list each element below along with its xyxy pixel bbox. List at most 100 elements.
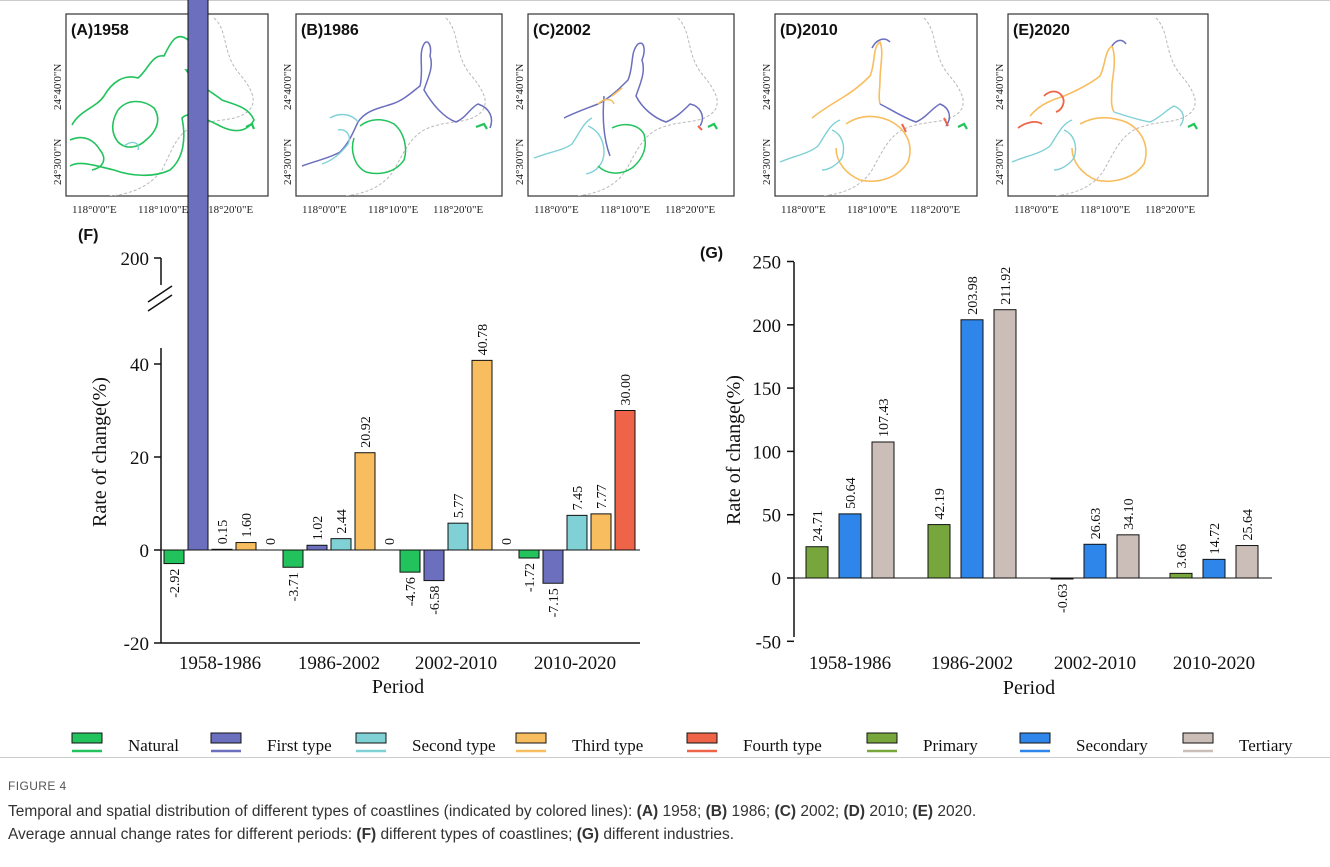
data-label: 0 bbox=[383, 538, 398, 545]
chart-f: (F) -2.92-3.71-4.76-1.72170.591.02-6.58-… bbox=[78, 0, 640, 698]
lon-label: 118°10'0"E bbox=[1080, 204, 1130, 216]
coast-third bbox=[597, 87, 623, 105]
y-tick-label: 200 bbox=[753, 316, 782, 337]
coast-first bbox=[301, 41, 493, 167]
data-label: 2.44 bbox=[335, 509, 350, 534]
bar bbox=[871, 441, 895, 579]
bar bbox=[1202, 558, 1226, 579]
chart-g-data-labels: 24.71 42.19 -0.63 3.66 50.64 203.98 26.63 14.72… bbox=[811, 267, 1256, 613]
caption-text: 1986; bbox=[727, 803, 775, 820]
y-tick-label: -50 bbox=[756, 632, 781, 653]
x-tick-label: 2010-2020 bbox=[1173, 653, 1255, 674]
coast-natural bbox=[351, 119, 407, 175]
data-label: -2.92 bbox=[168, 569, 183, 598]
coast-natural-west bbox=[69, 136, 105, 171]
chart-f-y-ticks: -20 0 20 40 200 bbox=[121, 249, 161, 655]
y-tick-label: 200 bbox=[121, 249, 150, 270]
legend-swatch bbox=[1019, 732, 1051, 744]
data-label: -3.71 bbox=[287, 572, 302, 601]
lat-label: 24°30'0"N bbox=[514, 139, 526, 185]
data-label: 203.98 bbox=[966, 276, 981, 315]
coast-natural-inner bbox=[111, 100, 159, 148]
coast-fourth bbox=[697, 125, 703, 131]
coast-natural bbox=[597, 123, 646, 174]
coast-second bbox=[321, 113, 359, 165]
caption-panel-ref: (A) bbox=[636, 803, 659, 820]
bar bbox=[805, 546, 829, 579]
map-title: (A)1958 bbox=[71, 22, 129, 39]
data-label: 34.10 bbox=[1122, 498, 1137, 530]
lat-label: 24°40'0"N bbox=[514, 64, 526, 110]
bar bbox=[1116, 534, 1140, 579]
axis-break-mark bbox=[147, 285, 173, 312]
coast-natural-island bbox=[957, 122, 968, 130]
legend: Natural First type Second type Third type Fo… bbox=[71, 732, 1293, 755]
y-axis-title: Rate of change(%) bbox=[723, 375, 745, 525]
map-panel-e: (E)2020 24°40'0"N 24°30'0"N 118°0'0"E 11… bbox=[994, 13, 1209, 216]
lat-label: 24°30'0"N bbox=[52, 139, 64, 185]
caption-panel-ref: (E) bbox=[912, 803, 934, 820]
map-title: (C)2002 bbox=[533, 22, 591, 39]
bar bbox=[838, 513, 862, 579]
bar bbox=[306, 544, 328, 551]
top-rule bbox=[0, 0, 1330, 1]
map-frame bbox=[774, 13, 978, 197]
data-label: 5.77 bbox=[452, 494, 467, 519]
data-label: 40.78 bbox=[476, 324, 491, 356]
lat-label: 24°30'0"N bbox=[994, 139, 1006, 185]
data-label: 7.45 bbox=[571, 486, 586, 511]
bar bbox=[518, 549, 540, 559]
coast-fourth bbox=[1017, 90, 1065, 129]
bar bbox=[960, 319, 984, 579]
data-label: 20.92 bbox=[359, 416, 374, 448]
caption-text: Temporal and spatial distribution of dif… bbox=[8, 803, 637, 820]
chart-g-x-ticks: 1958-1986 1986-2002 2002-2010 2010-2020 bbox=[809, 653, 1255, 674]
coast-gray bbox=[821, 17, 964, 196]
data-label: 1.60 bbox=[240, 513, 255, 538]
lon-label: 118°20'0"E bbox=[1145, 204, 1195, 216]
bar bbox=[566, 514, 588, 551]
x-tick-label: 1986-2002 bbox=[931, 653, 1013, 674]
y-tick-label: 100 bbox=[753, 442, 782, 463]
panel-label-g: (G) bbox=[700, 245, 723, 262]
coast-gray bbox=[1053, 17, 1196, 196]
lat-label: 24°40'0"N bbox=[282, 64, 294, 110]
caption-panel-ref: (B) bbox=[705, 803, 728, 820]
caption-panel-ref: (D) bbox=[843, 803, 866, 820]
legend-label: Fourth type bbox=[743, 736, 822, 755]
data-label: 3.66 bbox=[1175, 544, 1190, 569]
data-label: 42.19 bbox=[933, 488, 948, 520]
bar bbox=[447, 522, 469, 551]
legend-swatch bbox=[686, 732, 718, 744]
lon-label: 118°0'0"E bbox=[302, 204, 347, 216]
x-axis-title: Period bbox=[372, 676, 424, 698]
bar bbox=[1169, 572, 1193, 579]
bar bbox=[187, 0, 209, 551]
figure-number: FIGURE 4 bbox=[8, 779, 67, 793]
map-title: (B)1986 bbox=[301, 22, 359, 39]
coast-second bbox=[123, 141, 139, 151]
bar bbox=[614, 410, 636, 551]
lon-label: 118°10'0"E bbox=[368, 204, 418, 216]
y-tick-label: 20 bbox=[130, 448, 149, 469]
lat-label: 24°40'0"N bbox=[994, 64, 1006, 110]
coast-third bbox=[1029, 44, 1147, 182]
legend-label: Second type bbox=[412, 736, 496, 755]
lon-label: 118°0'0"E bbox=[72, 204, 117, 216]
y-tick-label: -20 bbox=[124, 634, 149, 655]
legend-label: Tertiary bbox=[1239, 736, 1293, 755]
y-tick-label: 150 bbox=[753, 379, 782, 400]
lon-label: 118°10'0"E bbox=[600, 204, 650, 216]
coast-natural-island bbox=[707, 122, 718, 130]
coast-second bbox=[1011, 105, 1185, 171]
caption-text: 2002; bbox=[796, 803, 844, 820]
lon-label: 118°20'0"E bbox=[910, 204, 960, 216]
map-panel-a: (A)1958 24°40'0"N 24°30'0"N 118°0'0"E 11… bbox=[52, 13, 269, 216]
map-frame bbox=[1007, 13, 1209, 197]
data-label: 0 bbox=[500, 538, 515, 545]
caption-text: different types of coastlines; bbox=[376, 826, 577, 843]
bar bbox=[163, 549, 185, 565]
coast-gray bbox=[575, 17, 718, 196]
data-label: 25.64 bbox=[1241, 509, 1256, 541]
bar bbox=[993, 309, 1017, 579]
